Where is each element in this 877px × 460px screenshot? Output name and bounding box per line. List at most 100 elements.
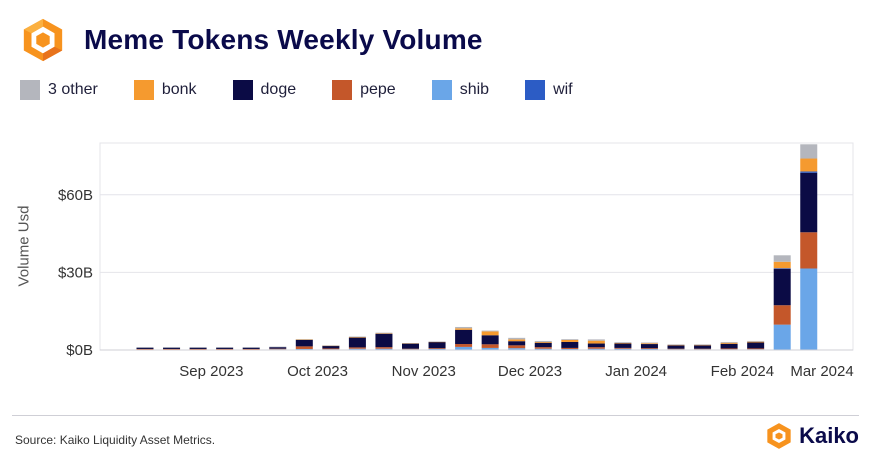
bar-segment-pepe [481, 344, 499, 348]
y-tick-label: $60B [58, 187, 93, 204]
kaiko-brand-icon [767, 423, 791, 449]
bar-segment-bonk [534, 341, 552, 343]
bar-segment-shib [481, 347, 499, 350]
bar-segment-bonk [561, 339, 579, 342]
bar-segment-shib [587, 348, 605, 350]
bar-segment-shib [455, 346, 473, 350]
bar-segment-3-other [587, 339, 605, 341]
bar-segment-shib [348, 348, 366, 350]
legend-label: doge [260, 81, 297, 98]
bar-segment-bonk [455, 328, 473, 330]
bar-segment-doge [189, 347, 207, 349]
bar-segment-shib [375, 348, 393, 350]
chart-header: Meme Tokens Weekly Volume [20, 14, 483, 66]
bar-segment-3-other [614, 342, 632, 344]
bar-segment-doge [800, 172, 818, 233]
bar-segment-doge [216, 347, 234, 349]
bar-segment-pepe [508, 345, 526, 349]
legend-label: bonk [161, 81, 197, 98]
bar-segment-pepe [348, 347, 366, 349]
bar-segment-bonk [402, 343, 419, 344]
bar-segment-pepe [587, 347, 605, 349]
bar-segment-doge [720, 343, 738, 349]
bar-segment-3-other [694, 344, 712, 345]
chart-legend: 3 other bonk doge pepe shib wif [20, 80, 609, 100]
y-tick-label: $30B [58, 264, 93, 281]
bar-segment-bonk [773, 261, 791, 269]
bar-segment-doge [295, 339, 313, 347]
bar-segment-3-other [534, 340, 552, 342]
bar-segment-pepe [163, 348, 181, 350]
bar-segment-bonk [587, 340, 605, 344]
bar-segment-doge [269, 347, 287, 349]
bar-segment-doge [163, 347, 181, 349]
bar-segment-pepe [295, 346, 313, 349]
bar-segment-shib [614, 348, 632, 350]
bar-segment-3-other [640, 342, 658, 344]
bar-segment-pepe [561, 347, 579, 349]
x-tick-label: Oct 2023 [287, 363, 348, 380]
bar-segment-shib [773, 324, 791, 350]
bar-segment-3-other [348, 336, 366, 338]
bar-segment-pepe [773, 305, 791, 325]
bar-segment-3-other [242, 347, 260, 348]
legend-swatch [232, 80, 253, 100]
legend-label: 3 other [48, 81, 98, 98]
legend-swatch [133, 80, 154, 100]
bar-segment-bonk [348, 337, 366, 338]
bar-segment-3-other [561, 339, 579, 340]
bar-segment-pepe [667, 348, 685, 350]
legend-item-3-other: 3 other [20, 80, 98, 100]
bar-segment-pepe [136, 348, 154, 350]
footer-divider [12, 415, 859, 416]
plot-frame [99, 142, 854, 351]
legend-swatch [20, 80, 40, 100]
bar-segment-3-other [481, 330, 499, 332]
bar-segment-doge [428, 341, 446, 349]
bar-segment-bonk [667, 344, 685, 346]
bar-segment-pepe [720, 348, 738, 350]
bar-segment-3-other [773, 255, 791, 262]
bar-segment-doge [136, 347, 154, 349]
bar-segment-bonk [800, 158, 818, 172]
x-tick-label: Jan 2024 [605, 363, 667, 380]
bar-segment-shib [640, 348, 658, 350]
bar-segment-pepe [216, 348, 234, 350]
bar-segment-doge [747, 342, 765, 349]
bar-segment-doge [481, 335, 499, 345]
bar-segment-bonk [640, 343, 658, 345]
bar-segment-bonk [694, 344, 712, 346]
bar-segment-doge [402, 343, 419, 349]
bar-segment-pepe [242, 348, 260, 350]
bar-segment-bonk [375, 333, 393, 334]
bar-segment-bonk [720, 342, 738, 344]
bar-segment-wif [800, 171, 818, 173]
bar-segment-doge [375, 333, 393, 348]
bar-segment-bonk [295, 339, 313, 340]
x-tick-label: Nov 2023 [392, 363, 456, 380]
bar-segment-3-other [800, 144, 818, 159]
x-tick-label: Feb 2024 [711, 363, 774, 380]
legend-item-shib: shib [431, 80, 490, 100]
bar-segment-3-other [747, 340, 765, 342]
bar-segment-pepe [428, 348, 446, 349]
legend-label: shib [459, 81, 490, 98]
source-note: Source: Kaiko Liquidity Asset Metrics. [15, 433, 216, 447]
bar-segment-shib [561, 348, 579, 350]
bar-segment-pepe [800, 232, 818, 269]
y-tick-label: $0B [66, 342, 93, 359]
bar-segment-doge [455, 329, 473, 345]
bar-segment-pepe [322, 348, 340, 350]
bar-segment-bonk [322, 345, 340, 347]
legend-item-pepe: pepe [332, 80, 396, 100]
bar-segment-pepe [375, 347, 393, 349]
bar-segment-3-other [269, 346, 287, 348]
bar-segment-doge [534, 342, 552, 348]
bar-segment-doge [348, 337, 366, 348]
bar-segment-pepe [614, 347, 632, 349]
x-tick-label: Sep 2023 [179, 363, 243, 380]
bar-segment-doge [561, 341, 579, 348]
bar-segment-bonk [747, 341, 765, 343]
bar-segment-wif [773, 268, 791, 270]
legend-label: wif [553, 81, 573, 98]
